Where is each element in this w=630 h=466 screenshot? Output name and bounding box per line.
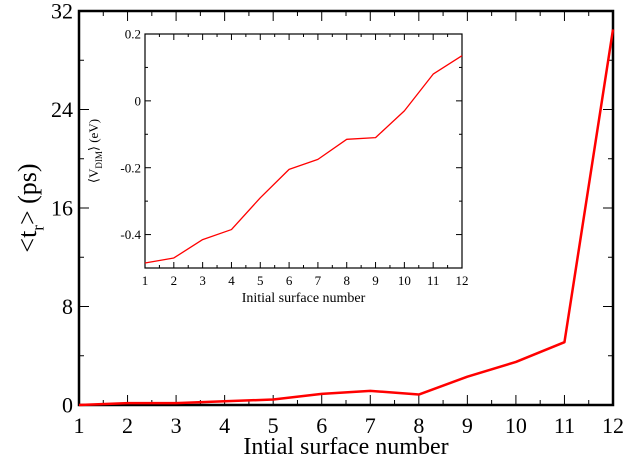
inset-x-axis-title: Initial surface number — [242, 291, 366, 306]
inset-x-tick-label: 8 — [343, 273, 350, 288]
main-x-tick-label: 3 — [171, 413, 182, 438]
main-x-tick-label: 9 — [462, 413, 473, 438]
main-y-tick-label: 8 — [62, 294, 73, 319]
inset-y-axis-title: ⟨VDIM⟩ (eV) — [86, 119, 104, 183]
inset-x-tick-label: 7 — [315, 273, 322, 288]
main-x-tick-label: 10 — [505, 413, 527, 438]
main-x-tick-label: 8 — [413, 413, 424, 438]
inset-x-tick-label: 12 — [456, 273, 469, 288]
inset-x-tick-label: 6 — [286, 273, 293, 288]
main-x-tick-label: 6 — [316, 413, 327, 438]
main-x-tick-label: 5 — [268, 413, 279, 438]
inset-x-tick-label: 10 — [398, 273, 411, 288]
inset-background — [145, 34, 462, 268]
inset-x-tick-label: 5 — [257, 273, 264, 288]
main-series-line-0 — [78, 29, 615, 407]
main-x-tick-label: 11 — [554, 413, 575, 438]
main-x-tick-label: 7 — [365, 413, 376, 438]
main-y-tick-label: 0 — [62, 393, 73, 418]
main-y-tick-label: 24 — [51, 97, 73, 122]
main-y-axis-title: <tr> (ps) — [13, 163, 48, 252]
main-y-tick-label: 32 — [51, 0, 73, 24]
inset-x-tick-label: 3 — [199, 273, 206, 288]
inset-y-tick-label: -0.2 — [120, 160, 141, 175]
main-x-tick-label: 12 — [602, 413, 624, 438]
inset-y-tick-label: -0.4 — [120, 227, 141, 242]
inset-x-tick-label: 2 — [171, 273, 178, 288]
inset-series-line-0 — [144, 55, 463, 264]
inset-x-tick-label: 9 — [372, 273, 379, 288]
inset-x-tick-label: 1 — [142, 273, 149, 288]
inset-y-tick-label: 0.2 — [125, 27, 141, 42]
inset-y-tick-label: 0 — [135, 93, 142, 108]
main-x-tick-label: 1 — [74, 413, 85, 438]
main-x-axis-title: Intial surface number — [243, 434, 448, 460]
main-x-tick-label: 4 — [219, 413, 230, 438]
inset-x-tick-label: 4 — [228, 273, 235, 288]
main-y-tick-label: 16 — [51, 196, 73, 221]
inset-x-tick-label: 11 — [427, 273, 440, 288]
main-x-tick-label: 2 — [122, 413, 133, 438]
